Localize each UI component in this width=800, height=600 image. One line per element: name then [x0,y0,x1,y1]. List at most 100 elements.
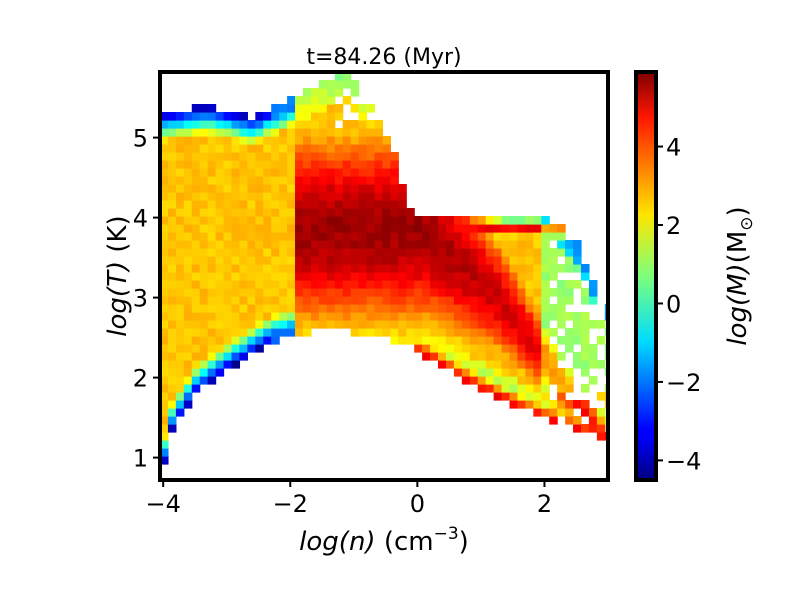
heatmap-cell [160,416,169,425]
heatmap-cell [358,160,368,169]
heatmap-cell [175,248,185,257]
heatmap-cell [215,344,225,353]
heatmap-cell [580,288,590,297]
heatmap-cell [501,288,511,297]
heatmap-cell [525,320,534,329]
heatmap-cell [445,360,455,369]
heatmap-cell [167,392,177,401]
heatmap-cell [215,224,225,233]
heatmap-cell [287,112,296,121]
heatmap-cell [223,168,233,177]
heatmap-cell [445,240,455,249]
heatmap-cell [493,296,503,305]
heatmap-cell [350,200,360,209]
heatmap-cell [231,216,241,225]
y-tick-label: 5 [133,125,148,153]
heatmap-cell [231,240,241,249]
heatmap-cell [366,248,376,257]
heatmap-cell [191,368,201,377]
heatmap-cell [271,224,280,233]
heatmap-cell [160,112,169,121]
heatmap-cell [295,224,304,233]
heatmap-cell [207,368,217,377]
heatmap-cell [223,208,233,217]
heatmap-cell [167,136,177,145]
heatmap-cell [295,152,304,161]
heatmap-cell [430,320,439,329]
heatmap-cell [310,192,320,201]
heatmap-cell [509,344,519,353]
heatmap-cell [573,336,582,345]
heatmap-cell [580,424,590,433]
heatmap-cell [160,200,169,209]
heatmap-cell [223,264,233,273]
heatmap-cell [461,360,471,369]
heatmap-cell [302,248,312,257]
heatmap-cell [358,184,368,193]
heatmap-cell [374,120,384,129]
heatmap-cell [191,216,201,225]
heatmap-cell [255,208,264,217]
heatmap-cell [374,152,384,161]
colorbar-tick-label: 2 [666,212,681,240]
heatmap-cell [318,256,328,265]
heatmap-cell [247,304,256,313]
heatmap-cell [350,216,360,225]
heatmap-cell [175,240,185,249]
heatmap-cell [175,256,185,265]
heatmap-cell [183,264,193,273]
heatmap-cell [191,328,201,337]
heatmap-cell [167,120,177,129]
heatmap-cell [398,272,407,281]
heatmap-cell [430,352,439,361]
heatmap-cell [223,232,233,241]
heatmap-cell [580,360,590,369]
heatmap-cell [215,128,225,137]
heatmap-cell [374,192,384,201]
heatmap-cell [247,128,256,137]
heatmap-cell [255,272,264,281]
heatmap-cell [366,288,376,297]
heatmap-cell [302,168,312,177]
heatmap-cell [588,360,598,369]
heatmap-cell [509,360,519,369]
heatmap-cell [477,320,487,329]
heatmap-cell [334,248,344,257]
heatmap-cell [334,256,344,265]
heatmap-cell [596,416,606,425]
heatmap-cell [326,200,336,209]
x-axis-label: log(n) (cm−3) [299,524,469,557]
heatmap-cell [366,280,376,289]
heatmap-cell [207,232,217,241]
heatmap-cell [302,200,312,209]
heatmap-cell [231,200,241,209]
heatmap-cell [199,312,209,321]
heatmap-cell [342,160,352,169]
heatmap-cell [453,352,463,361]
heatmap-cell [565,408,574,417]
heatmap-cell [271,128,280,137]
heatmap-cell [366,144,376,153]
heatmap-cell [207,224,217,233]
heatmap-cell [565,240,574,249]
heatmap-cell [477,232,487,241]
heatmap-cell [183,136,193,145]
heatmap-cell [366,256,376,265]
heatmap-cell [453,328,463,337]
heatmap-cell [557,224,566,233]
heatmap-cell [461,296,471,305]
heatmap-cell [406,296,415,305]
heatmap-cell [271,160,280,169]
heatmap-cell [167,176,177,185]
heatmap-cell [295,176,304,185]
heatmap-cell [374,128,384,137]
heatmap-cell [302,224,312,233]
heatmap-cell [445,232,455,241]
heatmap-cell [390,192,399,201]
heatmap-cell [525,272,534,281]
heatmap-cell [509,384,519,393]
heatmap-cell [231,296,241,305]
heatmap-cell [334,128,344,137]
heatmap-cell [493,224,503,233]
heatmap-cell [191,144,201,153]
